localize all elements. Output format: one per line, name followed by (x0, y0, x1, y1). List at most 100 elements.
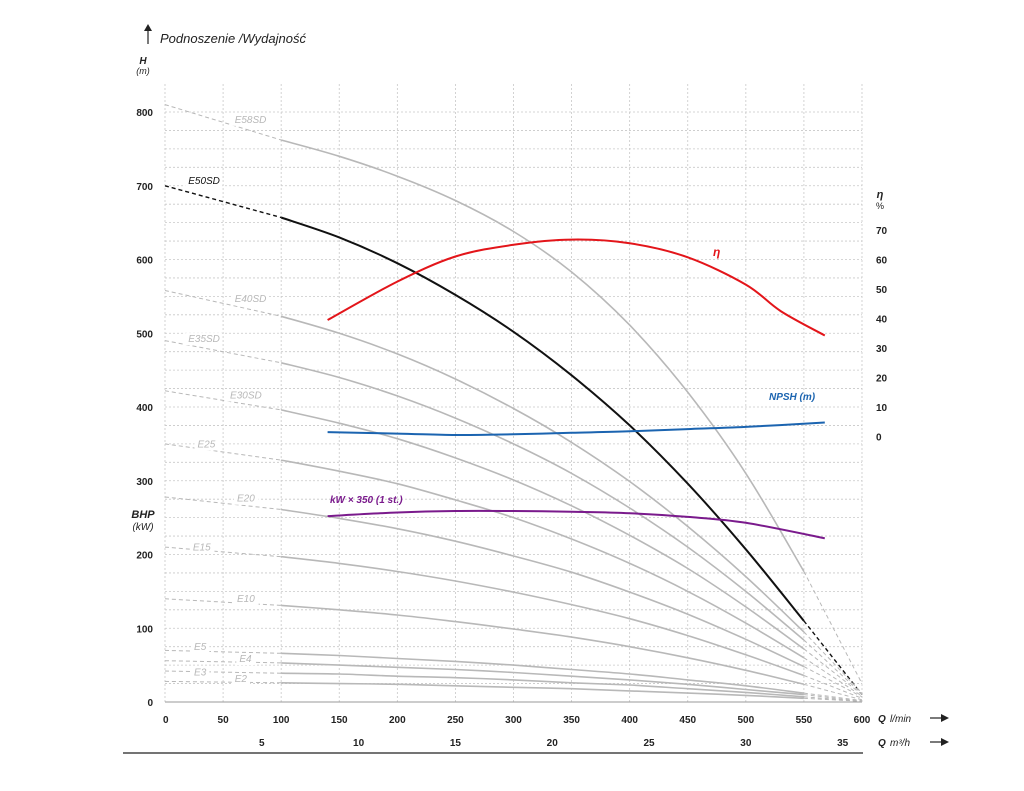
curve-E40SD (280, 315, 805, 633)
label-bg-E40SD (231, 292, 269, 305)
x-tick-400: 400 (621, 715, 638, 726)
series-label-E20: E20 (237, 494, 255, 505)
curve-E20-head (164, 496, 282, 510)
curve-E15-tail (803, 675, 863, 699)
curve-E35SD (281, 362, 805, 641)
y-right-tick-70: 70 (876, 226, 888, 237)
y-right-tick-60: 60 (876, 256, 888, 267)
curve-series-13 (327, 238, 826, 337)
x-tick-550: 550 (796, 715, 813, 726)
curve-E40SD-head (164, 290, 282, 317)
curve-E58SD-tail (803, 571, 863, 684)
label-bg-E35SD (185, 333, 223, 346)
x-tick-350: 350 (563, 715, 580, 726)
x-primary-ticks: 0 50 100 150 200 250 300 350 400 450 500 550 600 (163, 715, 871, 726)
x-tick-450: 450 (679, 715, 696, 726)
x-primary-unit: l/min (890, 714, 912, 725)
series-label-series-14: NPSH (m) (769, 392, 816, 403)
label-bg-E20 (234, 492, 259, 505)
curve-E4-head (164, 660, 282, 664)
y-right-tick-10: 10 (876, 403, 888, 414)
curve-E4 (281, 662, 804, 696)
x-secondary-unit: m³/h (890, 738, 910, 749)
label-bg-E15 (189, 541, 215, 554)
y-right-tick-20: 20 (876, 374, 888, 385)
curve-E2-head (164, 680, 282, 684)
x-tick-200: 200 (389, 715, 406, 726)
label-bg-E2 (231, 673, 251, 686)
curve-series-14 (327, 421, 825, 437)
curve-E4-tail (803, 694, 863, 702)
curve-E30SD-tail (803, 648, 863, 695)
curve-E2-tail (803, 697, 863, 702)
curve-E20 (281, 508, 805, 668)
series-label-E35SD: E35SD (188, 334, 220, 345)
series-labels: E58SD E50SD E40SD E35SD E30SD E25 E20 E15 E10 E5 E… (185, 113, 816, 686)
y-right-tick-40: 40 (876, 315, 888, 326)
x2-tick-5: 5 (259, 738, 265, 749)
curve-E3-tail (803, 696, 863, 702)
x2-tick-35: 35 (837, 738, 849, 749)
curve-E50SD (280, 216, 805, 622)
title-group: Podnoszenie /Wydajność (144, 24, 306, 46)
series-label-E25: E25 (198, 439, 216, 450)
y-tick-200: 200 (136, 551, 153, 562)
y-tick-600: 600 (136, 256, 153, 267)
y-left-label: H (139, 56, 147, 67)
curve-E10-head (164, 598, 282, 606)
label-bg-E3 (191, 666, 210, 679)
series-label-series-13: η (713, 245, 720, 259)
curve-E10 (281, 604, 805, 686)
curve-E35SD-head (164, 340, 282, 364)
series-label-E3: E3 (194, 668, 207, 679)
label-bg-E5 (191, 641, 210, 654)
x-tick-150: 150 (331, 715, 348, 726)
label-bg-E10 (234, 592, 259, 605)
x-secondary-ticks: 5 10 15 20 25 30 35 (259, 738, 849, 749)
series-label-E10: E10 (237, 594, 255, 605)
bhp-unit: (kW) (132, 522, 153, 533)
y-right-unit: % (876, 201, 884, 211)
label-bg-E25 (194, 438, 220, 451)
x-tick-300: 300 (505, 715, 522, 726)
curve-E5-tail (803, 692, 863, 701)
curve-E40SD-tail (803, 631, 863, 694)
x-tick-50: 50 (218, 715, 230, 726)
x-tick-100: 100 (273, 715, 290, 726)
x2-tick-15: 15 (450, 738, 462, 749)
x2-tick-20: 20 (547, 738, 559, 749)
x-primary-title: Q l/min (878, 714, 949, 725)
y-tick-100: 100 (136, 624, 153, 635)
label-bg-E4 (236, 653, 255, 666)
y-right-label: η (877, 189, 884, 201)
y-tick-300: 300 (136, 477, 153, 488)
grid (164, 84, 863, 703)
x-secondary-label: Q (878, 738, 886, 749)
series-label-series-15: kW × 350 (1 st.) (330, 495, 403, 506)
curve-E25-head (164, 443, 282, 461)
curve-E30SD-head (164, 390, 282, 411)
curve-E15 (281, 555, 805, 677)
curve-E58SD-head (164, 104, 282, 141)
y-tick-0: 0 (147, 698, 153, 709)
series-curves (164, 104, 863, 702)
y-right-tick-50: 50 (876, 285, 888, 296)
curve-E50SD-head (164, 185, 282, 219)
x2-tick-30: 30 (740, 738, 752, 749)
y-left-ticks: 0 100 200 300 400 500 600 700 800 (136, 108, 153, 709)
x-tick-600: 600 (854, 715, 871, 726)
series-label-E50SD: E50SD (188, 176, 220, 187)
y-tick-800: 800 (136, 108, 153, 119)
x-tick-0: 0 (163, 715, 169, 726)
label-bg-E50SD (185, 175, 223, 188)
x2-tick-25: 25 (643, 738, 655, 749)
y-tick-400: 400 (136, 403, 153, 414)
bhp-label: BHP (131, 509, 155, 521)
series-label-E40SD: E40SD (235, 294, 267, 305)
x-tick-250: 250 (447, 715, 464, 726)
y-right-tick-30: 30 (876, 344, 888, 355)
series-label-E30SD: E30SD (230, 391, 262, 402)
chart-title: Podnoszenie /Wydajność (160, 31, 306, 46)
